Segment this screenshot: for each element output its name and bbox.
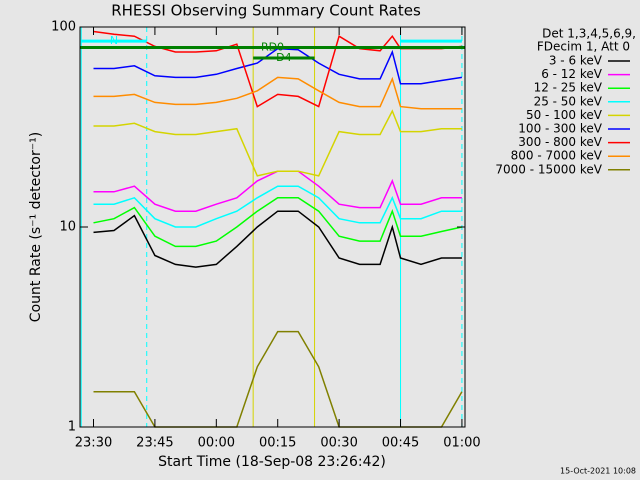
series-line (93, 76, 462, 110)
x-axis-label: Start Time (18-Sep-08 23:26:42) (158, 454, 386, 470)
series-line (93, 47, 463, 85)
series-line (93, 197, 463, 248)
footer: 15-Oct-2021 10:08 (560, 467, 636, 476)
legend-label: 3 - 6 keV (549, 54, 603, 68)
legend-label: 800 - 7000 keV (511, 149, 603, 163)
y-tick-label: 1 (68, 420, 76, 435)
flag-label: RD0 (261, 40, 284, 53)
series-line (93, 185, 462, 228)
x-tick-label: 00:45 (382, 436, 419, 451)
legend-label: 12 - 25 keV (534, 81, 603, 95)
x-tick-label: 00:00 (198, 436, 235, 451)
legend-label: 300 - 800 keV (518, 135, 602, 149)
x-tick-label: 00:15 (259, 436, 296, 451)
y-axis-label: Count Rate (s⁻¹ detector⁻¹) (28, 132, 44, 322)
legend-label: 50 - 100 keV (526, 108, 603, 122)
chart-title: RHESSI Observing Summary Count Rates (111, 2, 421, 20)
flag-label: D4 (276, 51, 291, 64)
x-tick-label: 00:30 (320, 436, 357, 451)
y-tick-label: 10 (59, 220, 76, 235)
series-line (93, 210, 462, 268)
flag-label: N (110, 34, 118, 47)
series-line (93, 109, 462, 177)
x-tick-label: 23:45 (136, 436, 173, 451)
legend-label: 100 - 300 keV (518, 122, 602, 136)
legend-label: 7000 - 15000 keV (495, 162, 602, 176)
x-tick-label: 23:30 (75, 436, 112, 451)
legend-label: 25 - 50 keV (534, 94, 603, 108)
legend-label: 6 - 12 keV (541, 67, 603, 81)
y-tick-label: 100 (51, 20, 76, 35)
legend-header: FDecim 1, Att 0 (537, 40, 630, 54)
x-tick-label: 01:00 (443, 436, 480, 451)
legend-header: Det 1,3,4,5,6,9, (542, 27, 636, 41)
